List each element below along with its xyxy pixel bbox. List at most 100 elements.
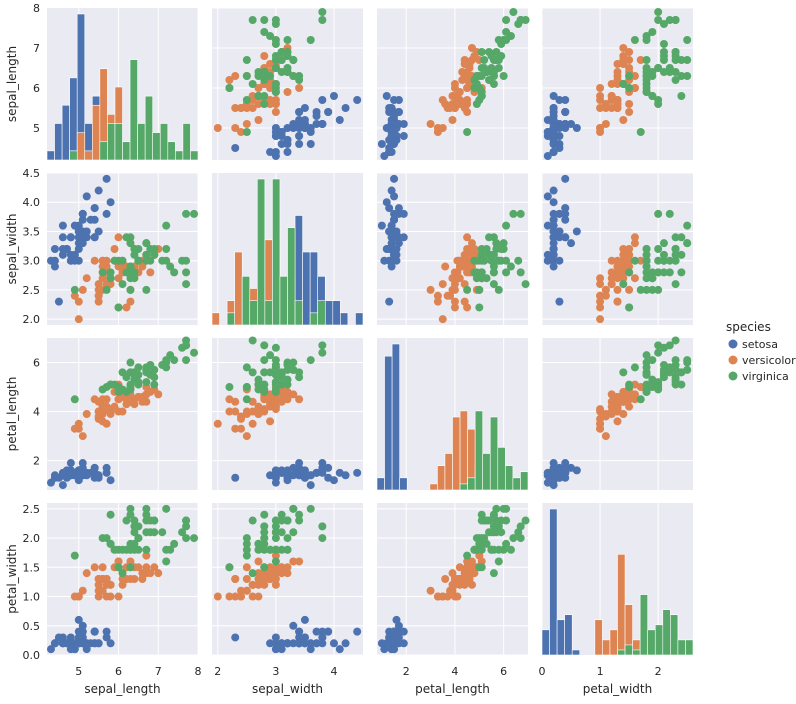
scatter-point-setosa <box>567 120 576 128</box>
scatter-point-setosa <box>300 639 309 648</box>
scatter-point-setosa <box>102 633 111 642</box>
scatter-point-virginica <box>142 239 151 248</box>
scatter-point-virginica <box>126 358 135 367</box>
scatter-point-virginica <box>492 504 501 513</box>
y-tick-label: 0.5 <box>23 620 41 633</box>
scatter-point-versicolor <box>260 52 269 60</box>
scatter-point-virginica <box>489 280 498 289</box>
scatter-point-versicolor <box>74 592 83 601</box>
scatter-point-setosa <box>306 645 315 654</box>
scatter-point-setosa <box>306 140 315 148</box>
y-axis-label-sepal_length: sepal_length <box>5 46 19 122</box>
legend-label-virginica: virginica <box>742 370 789 383</box>
scatter-point-versicolor <box>138 569 147 578</box>
hist-bar-virginica <box>69 150 78 161</box>
hist-bar-virginica <box>137 123 146 161</box>
scatter-point-setosa <box>385 297 394 306</box>
scatter-point-virginica <box>271 56 280 64</box>
panel-petal_width-vs-petal_width <box>541 503 694 656</box>
legend: species setosa versicolor virginica <box>726 320 796 383</box>
scatter-point-virginica <box>142 256 151 265</box>
scatter-point-setosa <box>300 473 309 482</box>
y-axis-label-sepal_width: sepal_width <box>5 213 19 284</box>
scatter-point-virginica <box>248 16 257 24</box>
scatter-point-virginica <box>619 280 628 289</box>
scatter-point-virginica <box>521 516 530 525</box>
y-tick-label: 5 <box>33 122 40 135</box>
scatter-point-setosa <box>549 140 558 148</box>
scatter-point-setosa <box>78 459 87 468</box>
scatter-point-virginica <box>472 100 481 108</box>
hist-bar-virginica <box>144 95 153 161</box>
scatter-point-versicolor <box>122 575 131 583</box>
panel-sepal_length-vs-petal_width <box>541 7 693 160</box>
scatter-point-virginica <box>266 351 275 360</box>
scatter-point-virginica <box>654 16 663 24</box>
scatter-point-setosa <box>74 227 83 236</box>
scatter-point-setosa <box>295 120 304 128</box>
scatter-point-versicolor <box>78 285 87 294</box>
scatter-point-virginica <box>126 262 135 271</box>
panel-petal_width-vs-sepal_length <box>46 503 199 656</box>
scatter-point-versicolor <box>94 297 103 306</box>
scatter-point-versicolor <box>98 274 107 283</box>
scatter-point-virginica <box>271 64 280 72</box>
hist-bar-virginica <box>489 416 499 491</box>
y-tick-label: 3.0 <box>23 255 41 268</box>
scatter-point-setosa <box>399 132 408 140</box>
scatter-point-setosa <box>54 297 63 306</box>
scatter-point-setosa <box>555 132 564 140</box>
scatter-point-versicolor <box>458 76 467 84</box>
scatter-point-virginica <box>110 256 119 265</box>
scatter-point-virginica <box>150 380 159 389</box>
scatter-point-virginica <box>671 233 680 242</box>
scatter-point-versicolor <box>601 432 610 441</box>
scatter-point-virginica <box>642 268 651 277</box>
x-tick-label: 4 <box>451 665 458 678</box>
scatter-point-virginica <box>106 274 115 283</box>
scatter-point-virginica <box>642 245 651 253</box>
hist-bar-virginica <box>677 639 686 656</box>
scatter-point-virginica <box>142 250 151 259</box>
scatter-point-versicolor <box>619 268 628 277</box>
scatter-point-virginica <box>126 383 135 392</box>
hist-bar-virginica <box>505 465 514 491</box>
scatter-point-versicolor <box>460 60 469 68</box>
scatter-point-versicolor <box>126 557 135 566</box>
scatter-point-setosa <box>70 250 79 259</box>
scatter-point-setosa <box>390 112 399 120</box>
scatter-point-virginica <box>126 563 135 572</box>
scatter-point-versicolor <box>625 250 634 259</box>
scatter-point-virginica <box>225 84 234 92</box>
scatter-point-virginica <box>106 268 115 277</box>
hist-bar-virginica <box>482 453 491 491</box>
scatter-point-virginica <box>683 56 692 64</box>
scatter-point-virginica <box>463 128 472 136</box>
scatter-point-versicolor <box>613 268 622 277</box>
scatter-point-versicolor <box>619 256 628 265</box>
scatter-point-setosa <box>382 92 391 100</box>
scatter-point-setosa <box>543 128 552 136</box>
scatter-point-virginica <box>271 343 280 352</box>
scatter-point-versicolor <box>636 256 645 265</box>
scatter-point-virginica <box>630 36 639 44</box>
scatter-point-virginica <box>648 274 657 283</box>
scatter-point-setosa <box>231 473 240 482</box>
scatter-point-virginica <box>318 348 327 357</box>
scatter-point-virginica <box>318 534 327 543</box>
scatter-point-virginica <box>248 336 257 345</box>
scatter-point-virginica <box>683 356 692 365</box>
scatter-point-virginica <box>142 510 151 519</box>
scatter-point-virginica <box>295 516 304 525</box>
hist-bar-virginica <box>317 300 326 326</box>
scatter-point-setosa <box>561 215 570 224</box>
scatter-point-virginica <box>289 504 298 513</box>
scatter-point-virginica <box>489 268 498 277</box>
hist-bar-versicolor <box>594 619 603 656</box>
scatter-point-versicolor <box>441 575 450 583</box>
scatter-point-virginica <box>126 268 135 277</box>
scatter-point-setosa <box>335 645 344 654</box>
scatter-point-setosa <box>295 108 304 116</box>
scatter-point-virginica <box>492 239 501 248</box>
scatter-point-virginica <box>502 221 511 230</box>
